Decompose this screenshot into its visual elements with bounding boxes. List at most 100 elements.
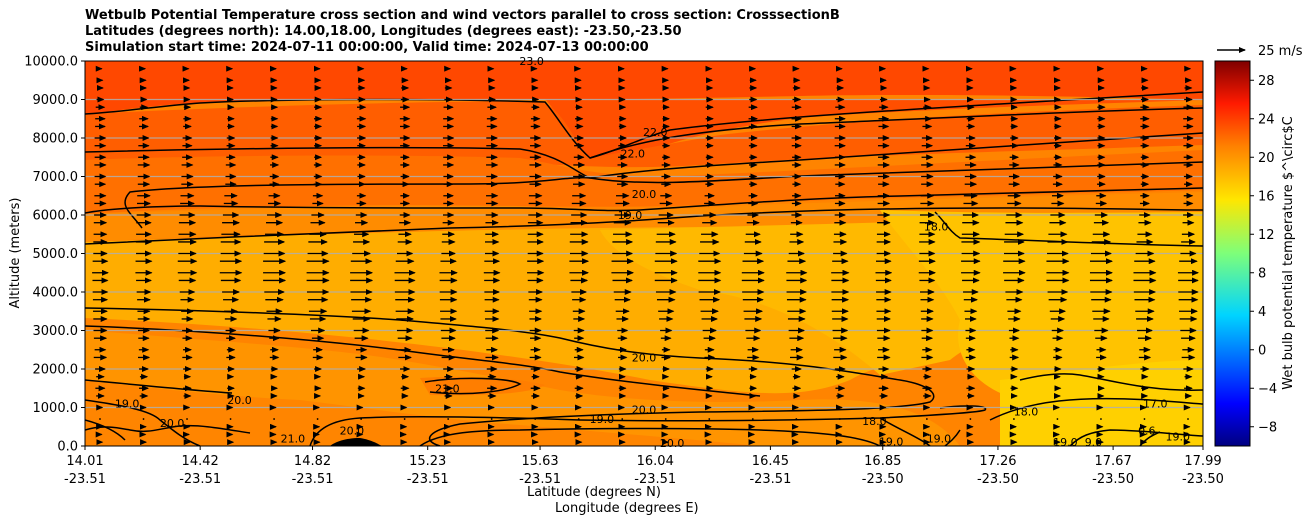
x-tick-label-lon: -23.50 (1092, 472, 1134, 487)
contour-label: 21.0 (281, 432, 306, 445)
y-tick-label: 4000.0 (33, 286, 79, 301)
x-tick-label-lat: 17.99 (1184, 454, 1221, 469)
y-tick-label: 8000.0 (33, 132, 79, 147)
wind-vector (1143, 418, 1146, 420)
chart-title-line-3: Simulation start time: 2024-07-11 00:00:… (85, 40, 649, 55)
y-axis-label: Altitude (meters) (8, 198, 23, 309)
wind-vector (969, 418, 972, 420)
colorbar-tick-label: −4 (1258, 382, 1277, 397)
contour-label: 17.0 (1143, 398, 1168, 411)
x-tick-label-lon: -23.51 (519, 472, 561, 487)
wind-vector (186, 418, 188, 420)
contour-label: 18.0 (1014, 405, 1039, 418)
x-tick-label-lon: -23.50 (862, 472, 904, 487)
y-tick-label: 3000.0 (33, 324, 79, 339)
x-tick-label-lat: 15.63 (521, 454, 558, 469)
wind-vector (360, 418, 363, 420)
x-tick-label-lat: 14.42 (182, 454, 219, 469)
contour-label: 22.0 (643, 126, 668, 139)
contour-label: 19.0 (115, 398, 140, 411)
wind-vector (925, 418, 928, 420)
wind-vector (447, 418, 450, 420)
wind-vector (1187, 418, 1189, 420)
wind-vector (229, 418, 232, 420)
contour-label: 20.0 (632, 351, 657, 364)
wind-vector (882, 418, 885, 420)
wind-vector (316, 418, 319, 420)
wind-vectors (92, 65, 1200, 446)
contour-label: 19.0 (590, 413, 615, 426)
contour-label: 19.0 (618, 209, 643, 222)
x-tick-label-lat: 17.67 (1095, 454, 1132, 469)
x-tick-label-lon: -23.51 (749, 472, 791, 487)
colorbar-tick-label: −8 (1258, 420, 1277, 435)
colorbar-tick-label: 12 (1258, 228, 1275, 243)
contour-label: 20.0 (227, 394, 252, 407)
x-tick-label-lat: 14.82 (294, 454, 331, 469)
contour-label: 19.0 (1165, 430, 1190, 443)
contour-label: 20.0 (660, 437, 685, 450)
contour-label: 20.0 (632, 403, 657, 416)
colorbar-gradient (1214, 60, 1251, 447)
x-tick-label-lon: -23.50 (977, 472, 1019, 487)
wind-vector (1013, 418, 1015, 420)
contour-label: 21.0 (435, 382, 460, 395)
colorbar-tick-label: 8 (1258, 266, 1266, 281)
wind-vector (795, 418, 798, 420)
x-tick-label-lon: -23.51 (292, 472, 334, 487)
contour-label: 18.0 (924, 221, 949, 234)
chart-title-line-2: Latitudes (degrees north): 14.00,18.00, … (85, 24, 682, 39)
quiver-key: 25 m/s (1217, 44, 1303, 59)
wind-vector (838, 418, 841, 420)
contour-label: 20.0 (632, 188, 657, 201)
wind-vector (1100, 418, 1102, 420)
y-tick-label: 5000.0 (33, 247, 79, 262)
colorbar-tick-label: 24 (1258, 112, 1275, 127)
contour-label: 19.0 (879, 435, 904, 448)
wind-vector (708, 418, 711, 420)
colorbar-label: Wet bulb potential temperature $^\circ$C (1281, 116, 1296, 389)
y-tick-label: 10000.0 (24, 55, 78, 70)
colorbar-tick-label: 20 (1258, 151, 1275, 166)
chart-title-line-1: Wetbulb Potential Temperature cross sect… (85, 8, 840, 23)
colorbar-tick-label: 0 (1258, 343, 1266, 358)
wind-vector (1056, 418, 1059, 420)
wind-vector (142, 418, 145, 420)
x-tick-label-lat: 16.04 (637, 454, 674, 469)
x-axis-label-latitude: Latitude (degrees N) (527, 485, 661, 500)
x-tick-label-lon: -23.51 (407, 472, 449, 487)
wind-vector (403, 418, 406, 420)
y-tick-label: 0.0 (57, 440, 78, 455)
quiver-key-label: 25 m/s (1258, 44, 1303, 59)
wind-vector (621, 418, 624, 420)
wind-vector (751, 418, 754, 420)
x-tick-label-lat: 16.85 (864, 454, 901, 469)
y-tick-label: 1000.0 (33, 401, 79, 416)
colorbar-ticks: −8 −4 0 4 8 12 16 20 24 28 (1250, 74, 1277, 435)
contour-label: 19.0 (927, 432, 952, 445)
x-tick-label-lat: 14.01 (66, 454, 103, 469)
x-tick-label-lon: -23.50 (1182, 472, 1224, 487)
wind-vector (99, 418, 101, 420)
wind-vector (664, 418, 667, 420)
y-tick-label: 7000.0 (33, 170, 79, 185)
colorbar: −8 −4 0 4 8 12 16 20 24 28 Wet bulb potential tem… (1214, 60, 1296, 447)
y-tick-label: 2000.0 (33, 363, 79, 378)
x-axis-ticks: 14.01 -23.51 14.42 -23.51 14.82 -23.51 15.23 -2… (64, 446, 1224, 487)
wind-vector (273, 418, 275, 420)
x-tick-label-lat: 16.45 (752, 454, 789, 469)
x-tick-label-lat: 17.26 (979, 454, 1016, 469)
contour-label: 20.0 (160, 417, 185, 430)
colorbar-tick-label: 4 (1258, 305, 1266, 320)
y-tick-label: 9000.0 (33, 93, 79, 108)
x-tick-label-lat: 15.23 (409, 454, 446, 469)
contour-label: 20.0 (340, 425, 365, 438)
x-axis-label-longitude: Longitude (degrees E) (555, 501, 699, 516)
contour-label: 19.0 (1053, 436, 1078, 449)
wind-vector (577, 418, 580, 420)
contour-label: 18.0 (862, 415, 887, 428)
wind-vector (534, 418, 537, 420)
y-tick-label: 6000.0 (33, 209, 79, 224)
y-axis: 0.0 1000.0 2000.0 3000.0 4000.0 5000.0 6000.0 7… (24, 55, 85, 455)
